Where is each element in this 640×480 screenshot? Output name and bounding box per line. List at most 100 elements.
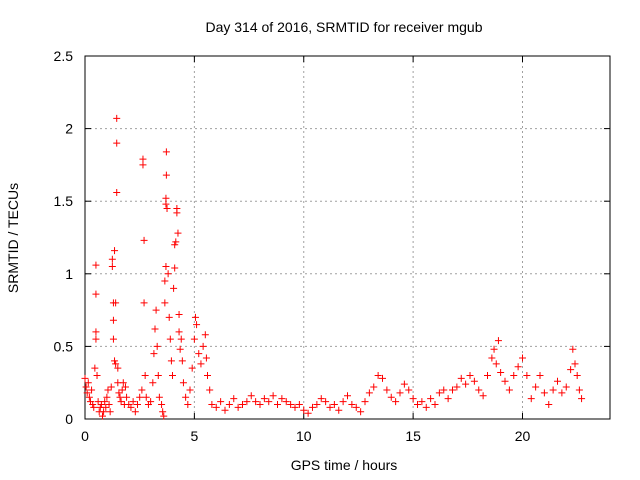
data-point: [111, 357, 119, 365]
data-point: [230, 395, 238, 403]
data-point: [274, 400, 281, 408]
data-point: [545, 400, 553, 408]
data-point: [154, 371, 162, 379]
data-point: [212, 403, 220, 411]
data-point: [141, 371, 149, 379]
data-point: [113, 188, 121, 196]
data-point: [269, 392, 277, 400]
data-point: [536, 371, 544, 379]
data-point: [339, 398, 347, 406]
data-point: [188, 364, 196, 372]
data-point: [101, 398, 109, 406]
data-point: [175, 328, 183, 336]
data-point: [184, 400, 192, 408]
data-point: [558, 389, 566, 397]
data-point: [123, 393, 131, 401]
data-point: [374, 371, 382, 379]
data-point: [440, 386, 448, 394]
data-point: [505, 386, 513, 394]
data-point: [151, 325, 159, 333]
data-point: [370, 383, 378, 391]
chart-title: Day 314 of 2016, SRMTID for receiver mgu…: [205, 19, 482, 35]
data-point: [163, 204, 171, 212]
data-point: [127, 403, 135, 411]
x-tick-label: 15: [405, 428, 421, 444]
data-point: [532, 383, 540, 391]
data-point: [309, 403, 316, 411]
data-point: [150, 350, 158, 358]
data-point: [99, 412, 106, 420]
data-point: [134, 400, 141, 408]
data-point: [102, 403, 110, 411]
data-point: [300, 406, 308, 414]
data-point: [83, 389, 91, 397]
y-tick-label: 0: [65, 411, 73, 427]
data-point: [173, 209, 181, 217]
data-point: [167, 357, 175, 365]
data-point: [295, 400, 303, 408]
data-point: [118, 386, 126, 394]
data-point: [217, 398, 225, 406]
data-point: [129, 398, 137, 406]
data-point: [409, 395, 417, 403]
data-point: [138, 386, 146, 394]
data-point: [85, 393, 93, 401]
data-point: [562, 383, 570, 391]
data-point: [158, 400, 166, 408]
data-point: [427, 395, 435, 403]
data-point: [105, 400, 113, 408]
data-point: [221, 406, 229, 414]
data-point: [92, 261, 100, 269]
data-point: [88, 386, 96, 394]
data-point: [379, 374, 386, 382]
data-point: [400, 380, 408, 388]
x-axis-label: GPS time / hours: [291, 457, 398, 473]
data-point: [554, 377, 561, 385]
data-point: [348, 400, 356, 408]
data-point: [352, 403, 360, 411]
y-tick-label: 1.5: [54, 193, 74, 209]
data-point: [182, 393, 190, 401]
data-point: [510, 371, 518, 379]
data-point: [204, 371, 211, 379]
data-point: [152, 306, 160, 314]
data-point: [571, 360, 579, 368]
data-point: [112, 360, 120, 368]
data-point: [444, 395, 452, 403]
data-point: [131, 408, 139, 416]
y-tick-label: 1: [65, 266, 73, 282]
data-point: [190, 335, 198, 343]
data-point: [462, 380, 470, 388]
data-point: [92, 335, 100, 343]
data-point: [195, 350, 203, 358]
data-point: [162, 171, 170, 179]
data-point: [422, 403, 430, 411]
data-point: [94, 398, 102, 406]
data-point: [492, 360, 500, 368]
data-point: [171, 241, 179, 249]
data-point: [177, 335, 185, 343]
data-point: [84, 379, 92, 387]
data-point: [149, 379, 157, 387]
data-point: [106, 408, 114, 416]
data-point: [282, 398, 290, 406]
data-point: [115, 389, 123, 397]
data-point: [361, 398, 369, 406]
data-point: [344, 392, 351, 400]
data-point: [304, 409, 312, 417]
data-point: [418, 398, 426, 406]
data-point: [252, 398, 260, 406]
data-point: [234, 403, 242, 411]
y-tick-label: 2.5: [54, 48, 74, 64]
data-point: [161, 277, 169, 285]
data-point: [92, 290, 100, 298]
x-tick-label: 5: [190, 428, 198, 444]
data-point: [90, 403, 98, 411]
data-point: [162, 148, 170, 156]
data-point: [287, 400, 295, 408]
data-point: [97, 400, 105, 408]
data-point: [113, 114, 121, 122]
data-point: [162, 263, 170, 271]
data-point: [239, 400, 246, 408]
